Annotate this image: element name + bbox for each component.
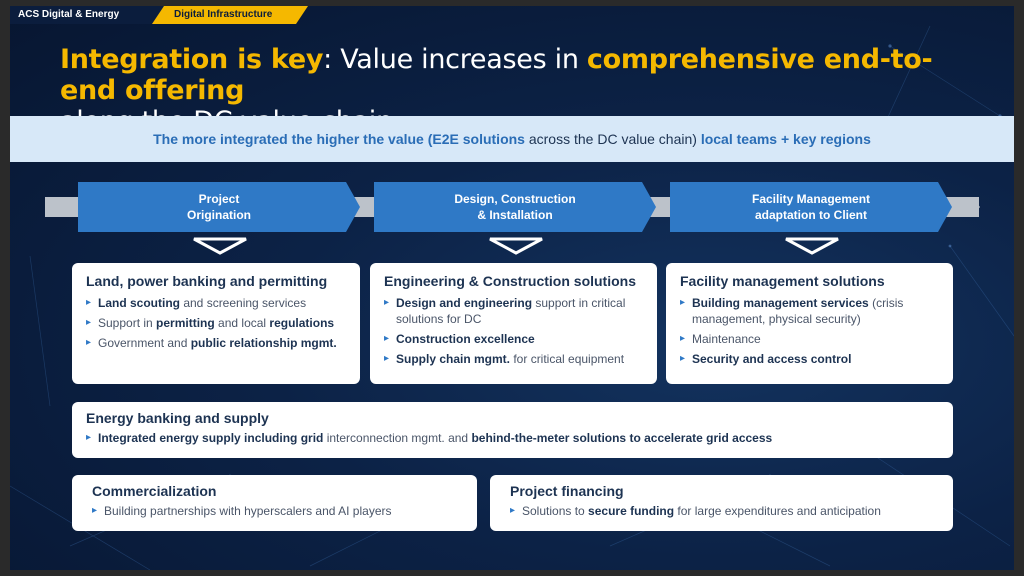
section-tag: Digital Infrastructure [152, 6, 308, 24]
list-item: Land scouting and screening services [86, 295, 346, 311]
card-facility-management: Facility management solutions Building m… [666, 263, 953, 384]
card-title: Facility management solutions [680, 273, 885, 289]
card-energy-banking-supply: Energy banking and supply Integrated ene… [72, 402, 953, 458]
card-commercialization: Commercialization Building partnerships … [72, 475, 477, 531]
card-title: Land, power banking and permitting [86, 273, 328, 289]
slide: ACS Digital & Energy Digital Infrastruct… [10, 6, 1014, 570]
header-tags: ACS Digital & Energy Digital Infrastruct… [10, 6, 310, 24]
card-title: Engineering & Construction solutions [384, 273, 636, 289]
list-item: Maintenance [680, 331, 939, 347]
company-tag: ACS Digital & Energy [10, 6, 170, 24]
list-item: Security and access control [680, 351, 939, 367]
stage-project-origination: Project Origination [78, 182, 360, 232]
banner-text-3: local teams + key regions [700, 131, 871, 147]
stage-2-line-1: Design, Construction [454, 192, 576, 206]
list-item: Design and engineering support in critic… [384, 295, 643, 327]
stage-3-line-2: adaptation to Client [755, 208, 867, 222]
list-item: Government and public relationship mgmt. [86, 335, 346, 351]
title-highlight-2: comprehensive end-to-end offering [60, 44, 933, 106]
stage-1-pointer-icon [193, 237, 247, 255]
list-item: Supply chain mgmt. for critical equipmen… [384, 351, 643, 367]
card-project-financing: Project financing Solutions to secure fu… [490, 475, 953, 531]
stage-facility-management: Facility Management adaptation to Client [670, 182, 952, 232]
title-text-1: : Value increases in [323, 44, 587, 75]
list-item: Building partnerships with hyperscalers … [92, 503, 457, 519]
banner-text-2: across the DC value chain) [524, 131, 701, 147]
list-item: Building management services (crisis man… [680, 295, 939, 327]
card-title: Commercialization [92, 483, 217, 499]
stage-3-line-1: Facility Management [751, 192, 871, 206]
stage-1-line-2: Origination [187, 208, 251, 222]
list-item: Construction excellence [384, 331, 643, 347]
list-item: Integrated energy supply including grid … [86, 430, 939, 446]
stage-design-construction: Design, Construction & Installation [374, 182, 656, 232]
list-item: Solutions to secure funding for large ex… [510, 503, 933, 519]
value-banner: The more integrated the higher the value… [10, 116, 1014, 162]
list-item: Support in permitting and local regulati… [86, 315, 346, 331]
value-chain-rail-tip [972, 197, 980, 217]
card-land-power-permitting: Land, power banking and permitting Land … [72, 263, 360, 384]
card-title: Energy banking and supply [86, 410, 269, 426]
card-title: Project financing [510, 483, 624, 499]
title-highlight-1: Integration is key [60, 44, 324, 75]
stage-2-line-2: & Installation [477, 208, 553, 222]
stage-3-pointer-icon [785, 237, 839, 255]
stage-2-pointer-icon [489, 237, 543, 255]
stage-1-line-1: Project [198, 192, 240, 206]
card-engineering-construction: Engineering & Construction solutions Des… [370, 263, 657, 384]
banner-text-1: The more integrated the higher the value… [153, 131, 525, 147]
